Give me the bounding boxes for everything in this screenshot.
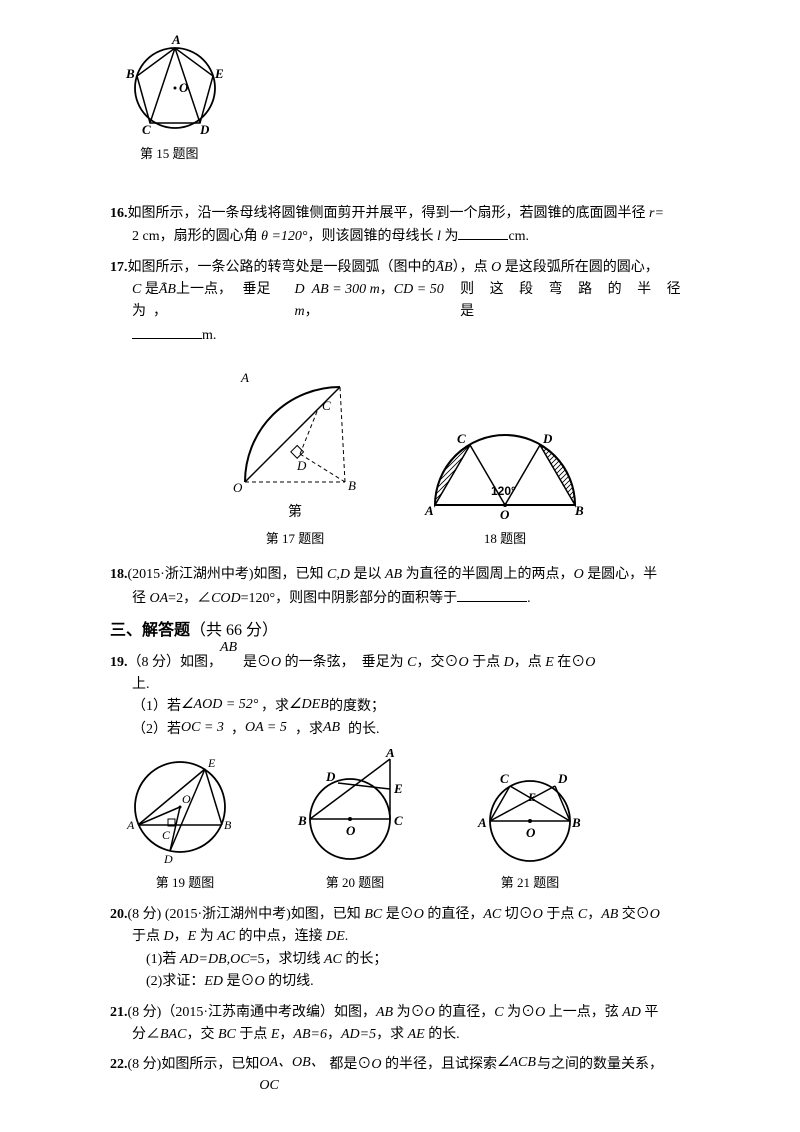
figure-19-block: A B C D E O 第 19 题图 <box>120 749 250 894</box>
svg-text:120°: 120° <box>491 484 516 498</box>
q19-num: 19. <box>110 655 128 670</box>
figure-15-caption: 第 15 题图 <box>140 144 199 165</box>
svg-text:A: A <box>171 32 181 47</box>
svg-text:B: B <box>125 66 135 81</box>
question-20: 20.(8 分) (2015·浙江湖州中考)如图，已知 BC 是⊙O 的直径，A… <box>110 904 700 994</box>
svg-text:E: E <box>527 790 536 804</box>
figure-21-block: A B C D E O 第 21 题图 <box>460 759 600 894</box>
question-21: 21.(8 分)（2015·江苏南通中考改编）如图，AB 为⊙O 的直径，C 为… <box>110 1002 700 1047</box>
svg-text:D: D <box>557 771 568 786</box>
q20-num: 20. <box>110 907 128 922</box>
figure-17-svg: A B C D O <box>215 362 375 502</box>
figure-row-17-18: A B C D O 第 第 17 题图 <box>110 362 700 549</box>
q16-num: 16. <box>110 206 128 221</box>
svg-text:E: E <box>207 756 216 770</box>
question-19: 19.（8 分）如图，AB 是⊙O 的一条弦， 垂足为 C，交⊙O 于点 D，点… <box>110 652 700 742</box>
svg-text:C: C <box>322 398 331 413</box>
question-22: 22.(8 分)如图所示，已知OA、OB、OC都是⊙O 的半径，且试探索∠ACB… <box>110 1054 700 1076</box>
figure-18-caption: 18 题图 <box>484 529 526 550</box>
svg-text:E: E <box>393 781 403 796</box>
svg-text:A: A <box>240 370 249 385</box>
figure-20-caption: 第 20 题图 <box>326 873 385 894</box>
svg-text:O: O <box>346 823 356 838</box>
figure-18-svg: A B C D O 120° <box>415 425 595 525</box>
figure-18-block: A B C D O 120° 18 题图 <box>415 425 595 550</box>
page: A B C D E O 第 15 题图 16.如图所示，沿一条母线将圆锥侧面剪开… <box>0 0 800 1132</box>
svg-text:A: A <box>477 815 487 830</box>
svg-text:D: D <box>163 852 173 866</box>
figure-17-block: A B C D O 第 第 17 题图 <box>215 362 375 549</box>
svg-text:C: C <box>142 122 151 137</box>
figure-20-svg: A B C D E O <box>280 749 430 869</box>
figure-20-block: A B C D E O 第 20 题图 <box>280 749 430 894</box>
svg-text:O: O <box>233 480 243 495</box>
svg-text:B: B <box>297 813 307 828</box>
svg-text:D: D <box>296 458 307 473</box>
figure-15-svg: A B C D E O <box>120 30 230 140</box>
svg-text:C: C <box>162 828 171 842</box>
q21-num: 21. <box>110 1005 128 1020</box>
figure-row-19-21: A B C D E O 第 19 题图 A B C D E <box>120 749 700 894</box>
svg-text:C: C <box>394 813 403 828</box>
svg-text:A: A <box>385 749 395 760</box>
svg-text:E: E <box>214 66 224 81</box>
svg-text:D: D <box>542 431 553 446</box>
svg-text:C: C <box>457 431 466 446</box>
figure-17-caption: 第 17 题图 <box>266 529 325 550</box>
q22-num: 22. <box>110 1057 128 1072</box>
q17-blank <box>132 324 202 339</box>
svg-text:C: C <box>500 771 509 786</box>
question-17: 17.如图所示，一条公路的转弯处是一段圆弧（图中的⌢AB），点 O 是这段弧所在… <box>110 257 700 348</box>
svg-text:B: B <box>224 818 232 832</box>
svg-text:O: O <box>500 507 510 522</box>
svg-text:A: A <box>424 503 434 518</box>
question-16: 16.如图所示，沿一条母线将圆锥侧面剪开并展平，得到一个扇形，若圆锥的底面圆半径… <box>110 203 700 249</box>
svg-text:O: O <box>182 792 191 806</box>
figure-19-caption: 第 19 题图 <box>156 873 215 894</box>
figure-21-svg: A B C D E O <box>460 759 600 869</box>
q17-num: 17. <box>110 260 128 275</box>
svg-text:O: O <box>179 80 189 95</box>
q18-blank <box>457 587 527 602</box>
svg-text:D: D <box>199 122 210 137</box>
svg-text:B: B <box>348 478 356 493</box>
section-3-heading: 三、解答题（共 66 分） <box>110 618 700 644</box>
svg-text:B: B <box>574 503 584 518</box>
svg-text:O: O <box>526 825 536 840</box>
question-18: 18.(2015·浙江湖州中考)如图，已知 C,D 是以 AB 为直径的半圆周上… <box>110 564 700 610</box>
figure-15-block: A B C D E O 第 15 题图 <box>120 30 700 165</box>
q18-num: 18. <box>110 567 128 582</box>
svg-text:A: A <box>126 818 135 832</box>
svg-text:B: B <box>571 815 581 830</box>
q16-blank <box>458 225 508 240</box>
figure-19-svg: A B C D E O <box>120 749 250 869</box>
figure-21-caption: 第 21 题图 <box>501 873 560 894</box>
svg-text:D: D <box>325 769 336 784</box>
